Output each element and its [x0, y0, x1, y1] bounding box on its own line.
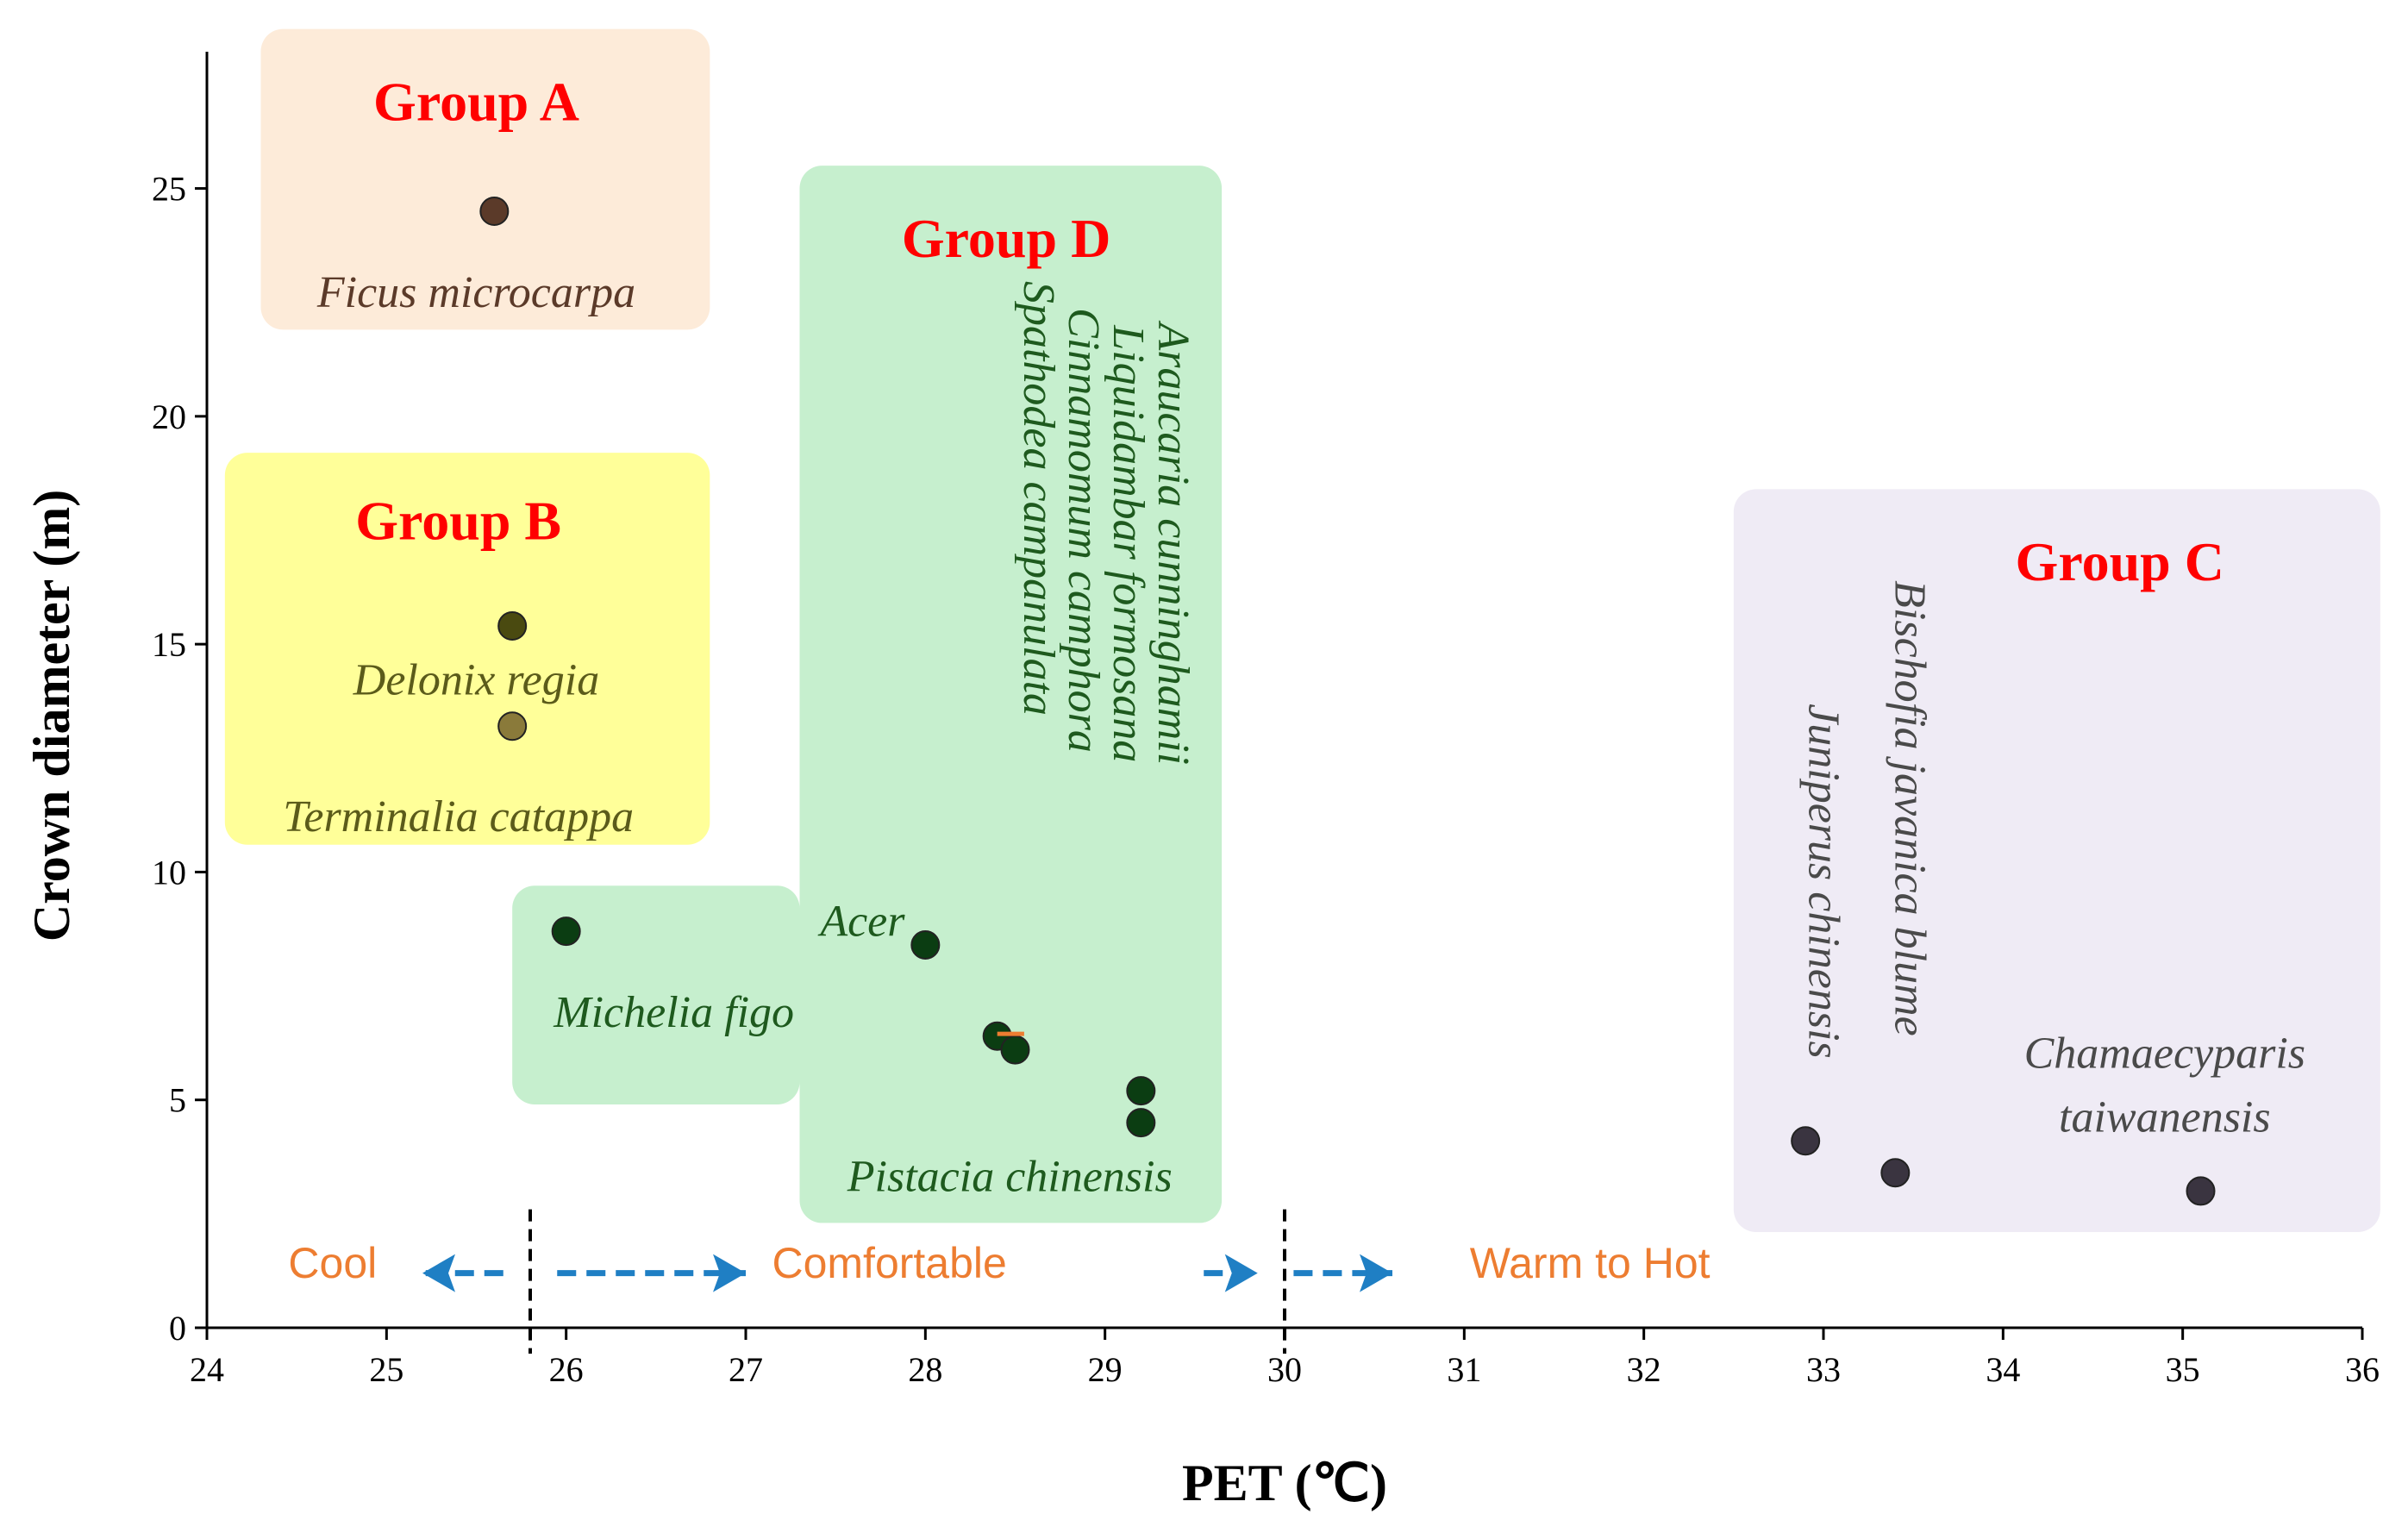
y-tick-label: 5	[169, 1081, 186, 1120]
species-label: Spathodea campanulata	[1014, 281, 1063, 716]
axes: 24 25 26 27 28 29 30 31 32 33 34 35 36 0 5 10 15 20 25	[152, 52, 2380, 1389]
zone-label: Cool	[288, 1239, 377, 1287]
group-box-2	[512, 885, 800, 1104]
group-title: Group A	[373, 71, 579, 132]
y-tick-label: 0	[169, 1309, 186, 1348]
data-point	[1126, 1108, 1156, 1138]
zone-label: Warm to Hot	[1470, 1239, 1711, 1287]
group-box-1	[224, 453, 710, 845]
group-title: Group B	[355, 491, 561, 552]
species-label: Pistacia chinensis	[847, 1152, 1173, 1201]
data-point	[479, 197, 510, 226]
arrow-head	[713, 1254, 746, 1292]
data-point	[497, 611, 528, 641]
data-point	[1880, 1158, 1911, 1188]
chart-labels: Group A Ficus microcarpa Group B Delonix re…	[283, 71, 2305, 1287]
species-label: Araucaria cunninghamii	[1148, 320, 1198, 765]
data-point	[910, 930, 941, 960]
y-tick-label: 10	[152, 853, 186, 891]
group-box-3	[799, 166, 1223, 1223]
x-tick-label: 27	[729, 1350, 763, 1389]
species-label: Michelia figo	[553, 988, 794, 1037]
thermal-zone-arrows	[422, 1254, 1392, 1292]
data-point	[2186, 1176, 2216, 1206]
species-label: Terminalia catappa	[283, 792, 634, 841]
species-label: Chamaecyparis	[2024, 1029, 2305, 1079]
x-axis-label: PET (℃)	[1182, 1455, 1387, 1511]
species-label: Delonix regia	[353, 655, 599, 704]
x-tick-label: 34	[1986, 1350, 2020, 1389]
y-tick-label: 15	[152, 625, 186, 664]
data-point	[1126, 1076, 1156, 1106]
data-points	[479, 197, 2216, 1206]
species-label: Acer	[817, 897, 905, 946]
y-tick-label: 25	[152, 170, 186, 209]
x-tick-label: 33	[1806, 1350, 1841, 1389]
x-tick-label: 32	[1627, 1350, 1661, 1389]
x-tick-label: 35	[2166, 1350, 2200, 1389]
x-tick-label: 24	[190, 1350, 224, 1389]
x-tick-label: 26	[549, 1350, 584, 1389]
x-tick-label: 28	[908, 1350, 942, 1389]
data-point	[1000, 1035, 1030, 1065]
x-tick-label: 31	[1447, 1350, 1481, 1389]
x-tick-label: 30	[1267, 1350, 1302, 1389]
data-point	[1791, 1126, 1821, 1156]
group-title: Group D	[902, 208, 1110, 269]
group-title: Group C	[2016, 531, 2224, 592]
group-box-4	[1733, 489, 2380, 1232]
y-tick-label: 20	[152, 397, 186, 436]
y-axis-label: Crown diameter (m)	[23, 490, 80, 942]
species-label: Liquidambar formosana	[1104, 324, 1153, 762]
species-label: Bischofia javanica blume	[1885, 580, 1934, 1036]
group-boxes	[224, 28, 2380, 1232]
arrow-head	[1360, 1254, 1392, 1292]
x-tick-label: 25	[369, 1350, 403, 1389]
group-box-0	[260, 28, 710, 330]
data-point	[497, 711, 528, 741]
pet-thresholds	[529, 1209, 1286, 1354]
arrow-head	[422, 1254, 455, 1292]
species-label: taiwanensis	[2059, 1093, 2271, 1142]
species-label: Ficus microcarpa	[316, 268, 635, 317]
zone-label: Comfortable	[772, 1239, 1006, 1287]
arrow-head	[1224, 1254, 1258, 1292]
x-tick-label: 36	[2345, 1350, 2380, 1389]
species-label: Cinnamomum camphora	[1059, 308, 1108, 753]
data-point	[551, 917, 581, 947]
species-label: Juniperus chinensis	[1798, 704, 1848, 1059]
x-tick-label: 29	[1088, 1350, 1123, 1389]
